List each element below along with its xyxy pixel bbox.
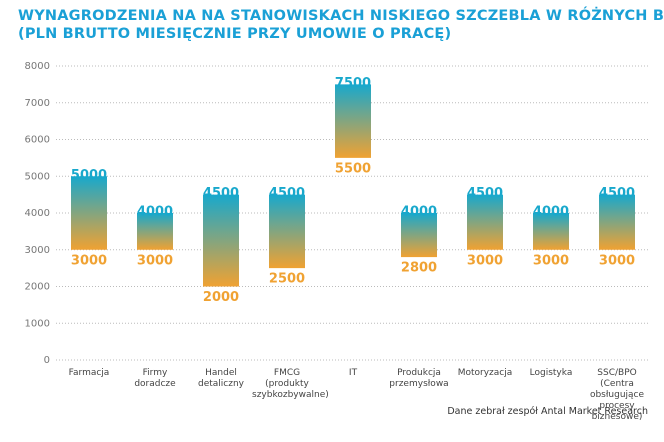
- source-note: Dane zebrał zespół Antal Market Research: [447, 406, 648, 417]
- range-bar: [401, 213, 437, 258]
- high-label: 4500: [269, 186, 305, 201]
- range-bar: [599, 194, 635, 250]
- range-bar: [203, 194, 239, 287]
- y-tick-label: 7000: [25, 98, 50, 109]
- low-label: 2800: [401, 261, 437, 276]
- x-tick-label: Farmacja: [68, 368, 110, 378]
- low-label: 5500: [335, 161, 371, 176]
- range-bar: [335, 84, 371, 158]
- y-tick-label: 5000: [25, 171, 50, 182]
- low-label: 3000: [137, 253, 173, 268]
- chart-title: WYNAGRODZENIA NA NA STANOWISKACH NISKIEG…: [18, 8, 664, 24]
- high-label: 4000: [401, 205, 437, 220]
- low-label: 3000: [71, 253, 107, 268]
- range-bar: [467, 194, 503, 250]
- y-tick-label: 2000: [25, 282, 50, 293]
- high-label: 4000: [137, 205, 173, 220]
- chart-subtitle: (PLN BRUTTO MIESIĘCZNIE PRZY UMOWIE O PR…: [18, 26, 452, 42]
- low-label: 3000: [599, 253, 635, 268]
- x-tick-label: Logistyka: [529, 368, 573, 378]
- high-label: 4000: [533, 205, 569, 220]
- low-label: 2500: [269, 272, 305, 287]
- y-tick-label: 6000: [25, 135, 50, 146]
- range-bar: [269, 194, 305, 269]
- x-tick-label: IT: [348, 368, 358, 378]
- y-tick-label: 0: [44, 355, 50, 366]
- low-label: 2000: [203, 290, 239, 305]
- low-label: 3000: [467, 253, 503, 268]
- high-label: 4500: [599, 186, 635, 201]
- high-label: 4500: [203, 186, 239, 201]
- x-tick-label: SSC/BPO (Centra obsługujące procesy bizn…: [589, 368, 645, 422]
- x-tick-label: Handel detaliczny: [198, 368, 244, 389]
- y-tick-label: 1000: [25, 318, 50, 329]
- low-label: 3000: [533, 253, 569, 268]
- range-bar: [533, 213, 569, 250]
- range-bar: [137, 213, 173, 250]
- x-tick-label: Firmy doradcze: [134, 368, 176, 389]
- range-bar: [71, 176, 107, 250]
- y-tick-label: 8000: [25, 61, 50, 72]
- x-tick-label: Produkcja przemysłowa: [389, 368, 449, 389]
- y-tick-label: 3000: [25, 245, 50, 256]
- x-tick-label: FMCG (produkty szybkozbywalne): [252, 368, 329, 400]
- high-label: 4500: [467, 186, 503, 201]
- high-label: 7500: [335, 76, 371, 91]
- x-tick-label: Motoryzacja: [457, 368, 513, 378]
- high-label: 5000: [71, 168, 107, 183]
- y-tick-label: 4000: [25, 208, 50, 219]
